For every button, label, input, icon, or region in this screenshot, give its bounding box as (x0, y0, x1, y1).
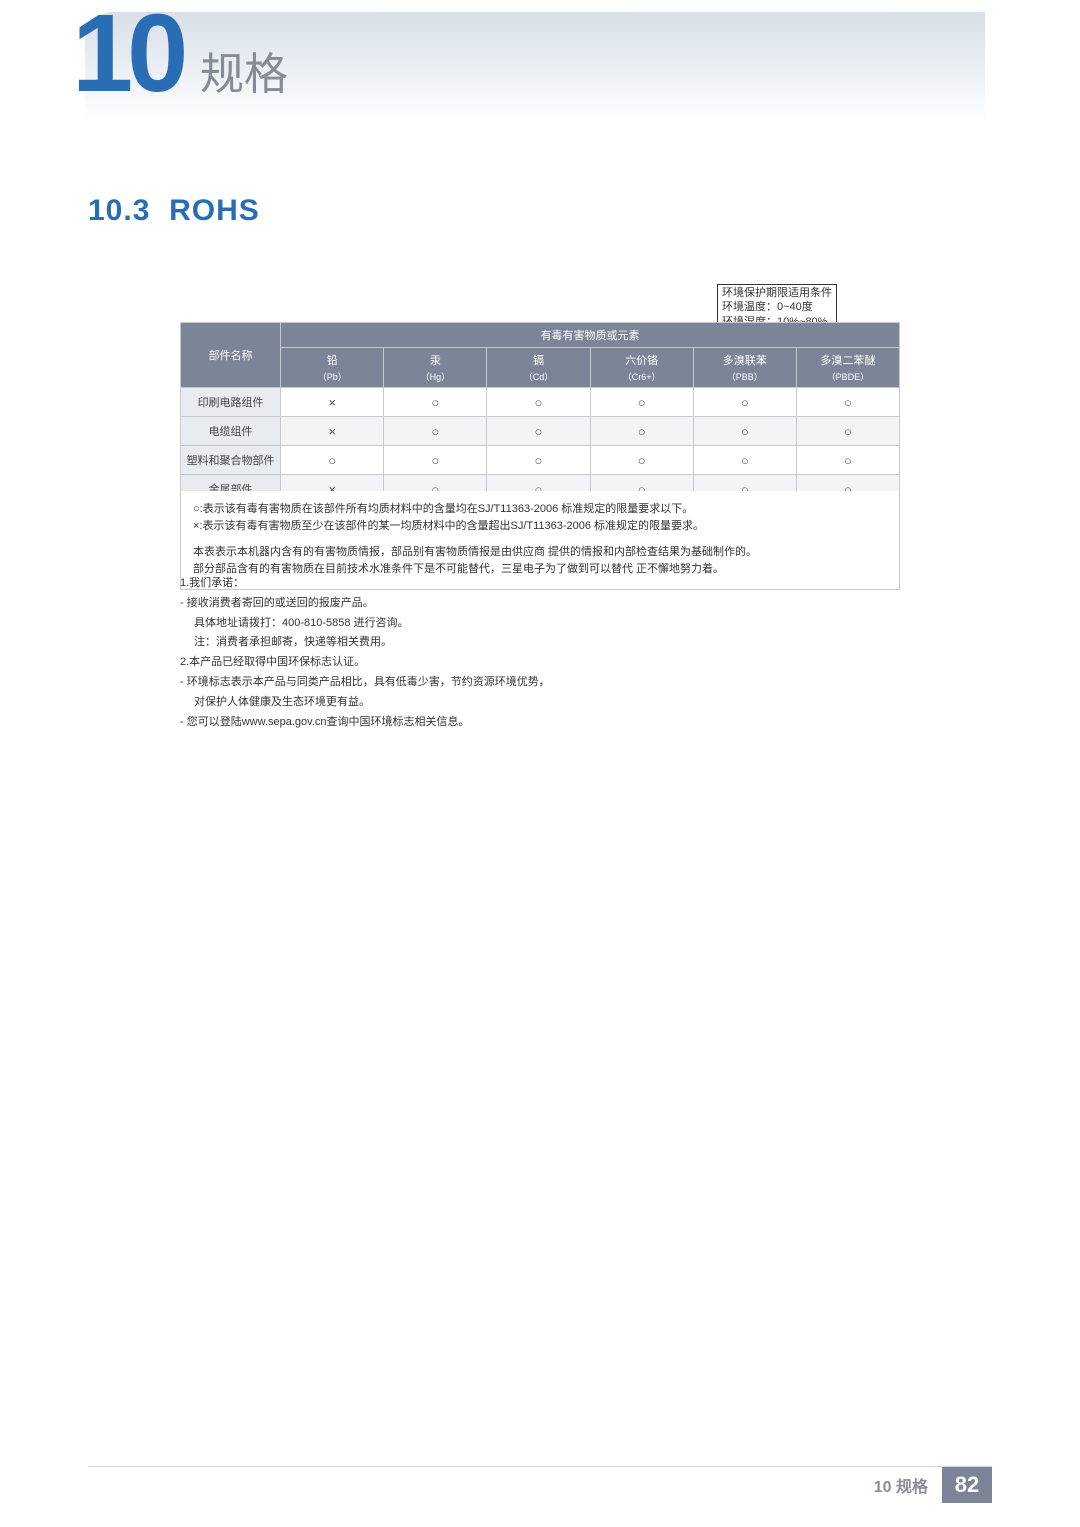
row-part-name: 电缆组件 (181, 417, 281, 446)
footnote-line: 2.本产品已经取得中国环保标志认证。 (180, 653, 900, 673)
table-cell: ○ (384, 417, 487, 446)
table-row: 塑料和聚合物部件○○○○○○ (181, 446, 900, 475)
table-cell: ○ (281, 446, 384, 475)
section-number: 10.3 (88, 194, 150, 227)
table-cell: × (281, 417, 384, 446)
th-part-name: 部件名称 (181, 323, 281, 388)
table-row: 印刷电路组件×○○○○○ (181, 388, 900, 417)
footnote-line: 注：消费者承担邮寄，快递等相关费用。 (180, 633, 900, 653)
table-row: 电缆组件×○○○○○ (181, 417, 900, 446)
table-cell: ○ (796, 446, 899, 475)
section-title: 10.3 ROHS (88, 194, 260, 228)
th-substance: 镉（Cd） (487, 348, 590, 388)
th-substance: 汞（Hg） (384, 348, 487, 388)
table-cell: × (281, 388, 384, 417)
footnote-line: - 接收消费者寄回的或送回的报废产品。 (180, 594, 900, 614)
table-cell: ○ (693, 388, 796, 417)
table-cell: ○ (796, 417, 899, 446)
footnote-line: 1.我们承诺： (180, 574, 900, 594)
table-cell: ○ (693, 417, 796, 446)
table-cell: ○ (487, 446, 590, 475)
footer-chapter: 10 规格 (874, 1473, 928, 1497)
table-cell: ○ (590, 388, 693, 417)
table-cell: ○ (487, 417, 590, 446)
th-group: 有毒有害物质或元素 (281, 323, 900, 348)
table-cell: ○ (384, 388, 487, 417)
legend-line: ×:表示该有毒有害物质至少在该部件的某一均质材料中的含量超出SJ/T11363-… (193, 518, 887, 535)
legend-line: ○:表示该有毒有害物质在该部件所有均质材料中的含量均在SJ/T11363-200… (193, 501, 887, 518)
footnote-line: - 您可以登陆www.sepa.gov.cn查询中国环境标志相关信息。 (180, 713, 900, 733)
table-cell: ○ (693, 446, 796, 475)
th-substance: 多溴联苯（PBB） (693, 348, 796, 388)
row-part-name: 塑料和聚合物部件 (181, 446, 281, 475)
footnote-line: - 环境标志表示本产品与同类产品相比，具有低毒少害，节约资源环境优势， (180, 673, 900, 693)
env-line: 环境保护期限适用条件 (722, 286, 832, 300)
th-substance: 铅（Pb） (281, 348, 384, 388)
table-cell: ○ (590, 417, 693, 446)
table-cell: ○ (487, 388, 590, 417)
chapter-title: 规格 (200, 38, 288, 102)
th-substance: 六价铬（Cr6+） (590, 348, 693, 388)
legend-line: 本表表示本机器内含有的有害物质情报，部品别有害物质情报是由供应商 提供的情报和内… (193, 544, 887, 561)
row-part-name: 印刷电路组件 (181, 388, 281, 417)
env-line: 环境温度：0~40度 (722, 300, 832, 314)
footnotes: 1.我们承诺： - 接收消费者寄回的或送回的报废产品。 具体地址请拨打：400-… (180, 574, 900, 732)
chapter-number: 10 (72, 0, 182, 117)
section-name: ROHS (169, 194, 260, 227)
table-cell: ○ (384, 446, 487, 475)
footer-bar: 10 规格 82 (88, 1466, 992, 1502)
footnote-line: 具体地址请拨打：400-810-5858 进行咨询。 (180, 614, 900, 634)
th-substance: 多溴二苯醚（PBDE） (796, 348, 899, 388)
footer-page: 82 (942, 1467, 992, 1503)
table-cell: ○ (590, 446, 693, 475)
table-cell: ○ (796, 388, 899, 417)
footnote-line: 对保护人体健康及生态环境更有益。 (180, 693, 900, 713)
